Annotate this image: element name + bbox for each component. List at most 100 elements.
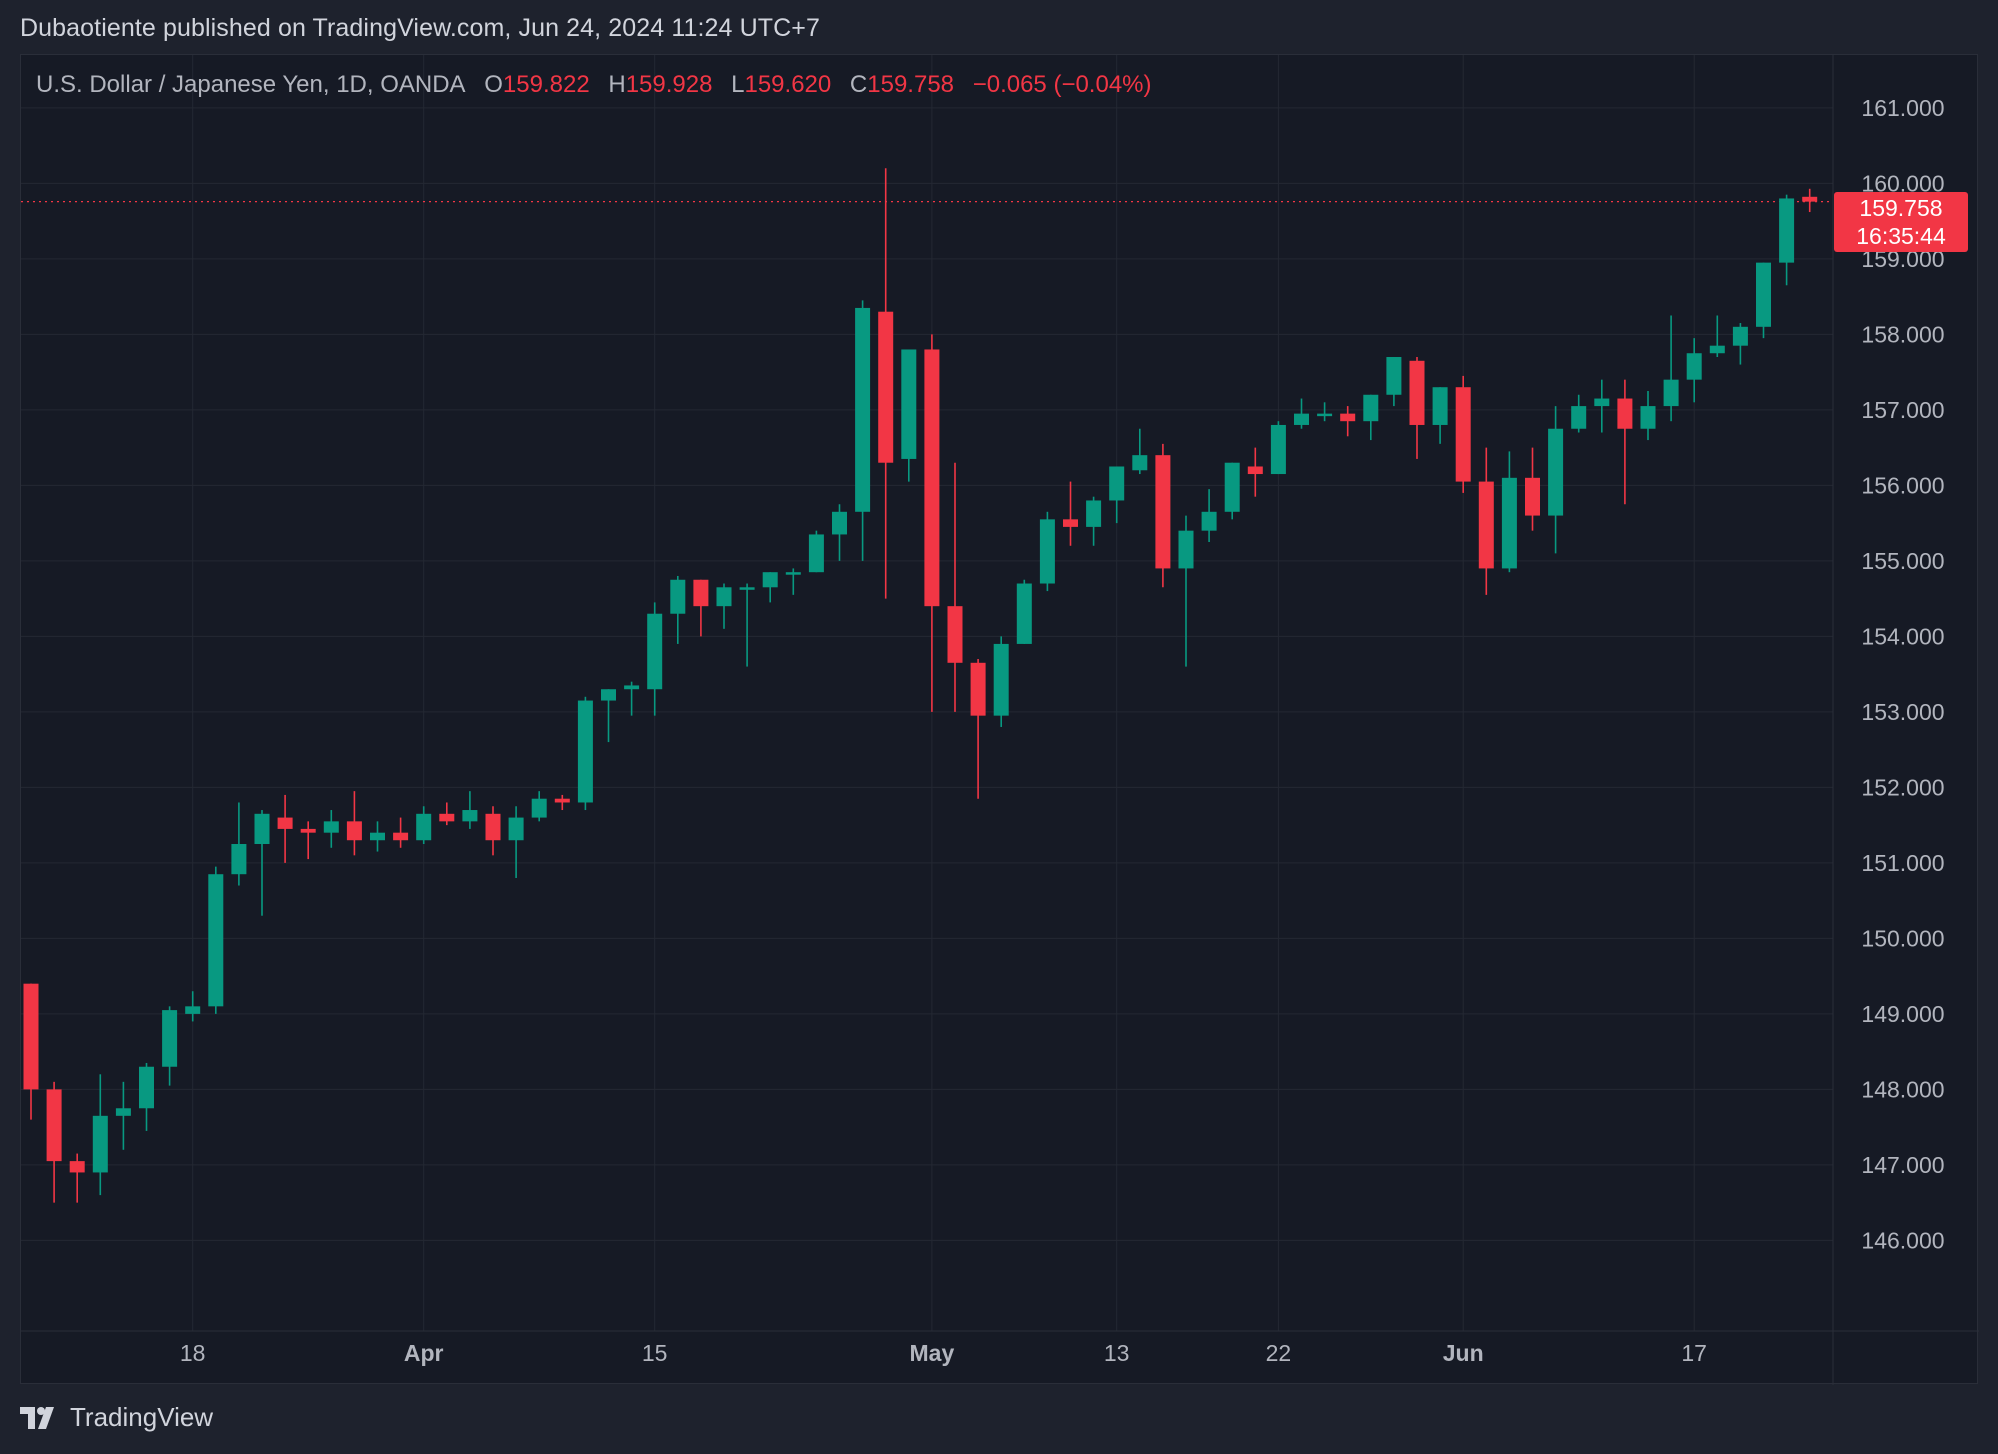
candle[interactable] bbox=[1548, 406, 1564, 554]
candle[interactable] bbox=[370, 821, 385, 852]
candle[interactable] bbox=[739, 583, 755, 667]
candle-body bbox=[1525, 477, 1540, 516]
candle[interactable] bbox=[1016, 579, 1032, 644]
candle[interactable] bbox=[670, 575, 686, 644]
candle-body bbox=[254, 813, 270, 845]
y-tick-label: 147.000 bbox=[1861, 1152, 1944, 1178]
chart-panel[interactable]: 146.000 147.000 148.000 149.000 150.000 151.0… bbox=[20, 54, 1979, 1385]
legend-symbol[interactable]: U.S. Dollar / Japanese Yen, 1D, OANDA bbox=[36, 71, 466, 98]
candle[interactable] bbox=[531, 791, 547, 822]
candle[interactable] bbox=[1640, 390, 1656, 441]
candle[interactable] bbox=[115, 1081, 131, 1150]
candle[interactable] bbox=[1178, 515, 1194, 667]
candle[interactable] bbox=[993, 636, 1009, 727]
candle[interactable] bbox=[185, 991, 201, 1022]
candle[interactable] bbox=[1409, 357, 1425, 459]
legend-high-label: H bbox=[608, 71, 626, 98]
candle[interactable] bbox=[762, 572, 778, 603]
candle[interactable] bbox=[1063, 481, 1078, 546]
candle[interactable] bbox=[416, 806, 432, 845]
candle-body bbox=[1039, 519, 1055, 584]
candle-body bbox=[1478, 481, 1494, 569]
candle[interactable] bbox=[1201, 489, 1217, 542]
candle[interactable] bbox=[393, 817, 409, 848]
candle-body bbox=[1455, 387, 1471, 482]
candle[interactable] bbox=[808, 530, 824, 573]
candle[interactable] bbox=[1270, 421, 1286, 475]
candle-body bbox=[346, 821, 362, 841]
candle[interactable] bbox=[1224, 462, 1240, 520]
candle[interactable] bbox=[462, 791, 478, 829]
candle[interactable] bbox=[1340, 406, 1356, 437]
candle[interactable] bbox=[1109, 466, 1125, 524]
candle-body bbox=[531, 798, 547, 818]
candle[interactable] bbox=[208, 866, 224, 1014]
candle[interactable] bbox=[1802, 188, 1818, 213]
candle[interactable] bbox=[785, 568, 801, 595]
candle[interactable] bbox=[231, 802, 247, 886]
candle[interactable] bbox=[624, 681, 640, 716]
candle[interactable] bbox=[1571, 394, 1587, 433]
candle-body bbox=[808, 534, 824, 573]
candlestick-chart[interactable]: 146.000 147.000 148.000 149.000 150.000 151.0… bbox=[21, 55, 1979, 1385]
candle[interactable] bbox=[855, 300, 871, 561]
candle[interactable] bbox=[1247, 447, 1263, 497]
candle[interactable] bbox=[947, 462, 963, 712]
candle-body bbox=[1086, 500, 1102, 527]
candle[interactable] bbox=[1525, 447, 1540, 531]
candle[interactable] bbox=[254, 810, 270, 916]
candle-body bbox=[647, 613, 663, 690]
candle-body bbox=[162, 1010, 178, 1067]
candle[interactable] bbox=[1039, 511, 1055, 592]
candle[interactable] bbox=[1663, 315, 1679, 422]
candle[interactable] bbox=[1132, 428, 1148, 475]
candle[interactable] bbox=[1363, 394, 1379, 441]
candle[interactable] bbox=[46, 1081, 62, 1203]
candle-body bbox=[1501, 477, 1517, 569]
candle[interactable] bbox=[1155, 443, 1171, 588]
candle[interactable] bbox=[1756, 262, 1771, 339]
candle[interactable] bbox=[439, 802, 455, 826]
candle[interactable] bbox=[901, 349, 917, 482]
candle[interactable] bbox=[1294, 398, 1309, 429]
candle[interactable] bbox=[1617, 379, 1633, 505]
candle[interactable] bbox=[508, 806, 524, 878]
candle[interactable] bbox=[1386, 357, 1402, 407]
candle-body bbox=[855, 307, 871, 512]
candle[interactable] bbox=[323, 810, 339, 848]
candle[interactable] bbox=[1086, 496, 1102, 546]
candle[interactable] bbox=[1501, 451, 1517, 573]
candle[interactable] bbox=[300, 821, 316, 860]
candle[interactable] bbox=[716, 583, 732, 629]
candle[interactable] bbox=[647, 602, 663, 716]
candle-body bbox=[323, 821, 339, 833]
candle[interactable] bbox=[1317, 402, 1333, 422]
candle[interactable] bbox=[554, 794, 570, 811]
candle[interactable] bbox=[1732, 323, 1748, 365]
candle[interactable] bbox=[693, 579, 709, 637]
candle[interactable] bbox=[832, 504, 847, 561]
candle[interactable] bbox=[1779, 194, 1795, 286]
candle[interactable] bbox=[1455, 375, 1471, 493]
tradingview-logo[interactable]: TradingView bbox=[20, 1402, 213, 1433]
candle[interactable] bbox=[162, 1006, 178, 1086]
candle[interactable] bbox=[485, 806, 501, 856]
candle[interactable] bbox=[92, 1074, 108, 1196]
candle[interactable] bbox=[878, 168, 894, 599]
candle[interactable] bbox=[1709, 315, 1725, 358]
candle[interactable] bbox=[924, 334, 940, 712]
candle[interactable] bbox=[69, 1153, 85, 1203]
candle[interactable] bbox=[1478, 447, 1494, 595]
candle[interactable] bbox=[1432, 387, 1448, 444]
candle[interactable] bbox=[139, 1062, 154, 1131]
candle[interactable] bbox=[601, 689, 616, 743]
candle[interactable] bbox=[23, 983, 39, 1120]
candle-body bbox=[785, 572, 801, 575]
candle[interactable] bbox=[970, 659, 986, 799]
bar-countdown: 16:35:44 bbox=[1856, 223, 1946, 249]
candle[interactable] bbox=[1594, 379, 1610, 433]
candle[interactable] bbox=[1686, 338, 1702, 403]
candle[interactable] bbox=[346, 791, 362, 856]
candle[interactable] bbox=[277, 794, 293, 863]
candle[interactable] bbox=[577, 696, 593, 811]
